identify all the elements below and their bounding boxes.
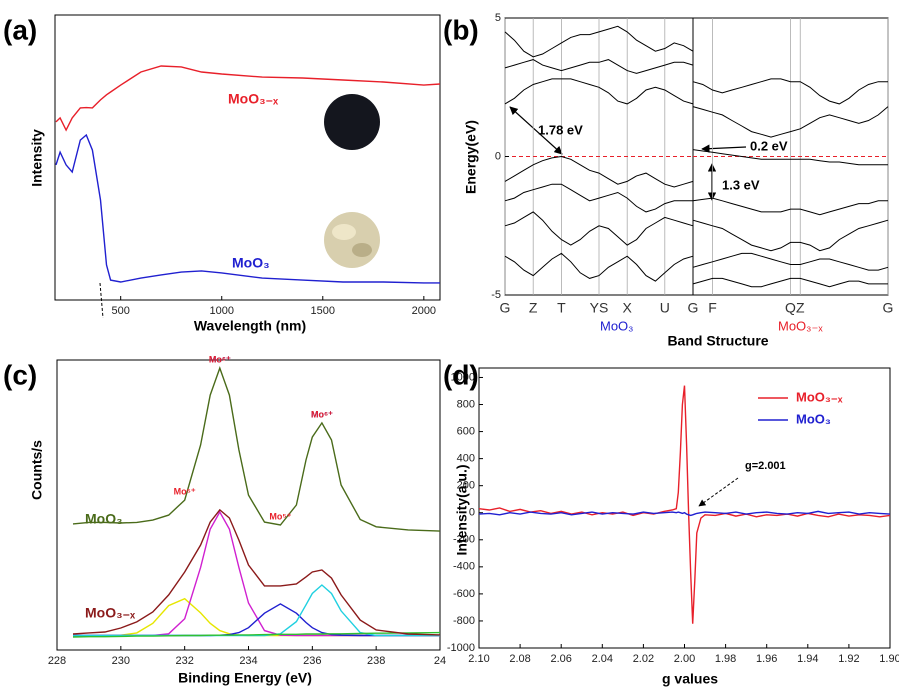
photo-texture	[332, 224, 356, 240]
series-label: MoO₃	[85, 511, 123, 527]
x-tick-label: 1000	[209, 305, 233, 317]
x-tick-label: 230	[112, 655, 130, 667]
x-tick-label: 2.06	[550, 653, 571, 665]
peak-label: Mo⁶⁺	[311, 409, 333, 419]
legend-label: MoO₃₋ₓ	[796, 389, 843, 404]
y-axis-label: Energy(eV)	[463, 120, 479, 194]
x-tick-label: G	[883, 300, 894, 316]
x-tick-label: 2.10	[468, 653, 489, 665]
x-tick-label: 232	[175, 655, 193, 667]
peak-label: Mo⁵⁺	[269, 511, 291, 521]
x-axis-label: Wavelength (nm)	[194, 318, 306, 334]
y-tick-label: 0	[469, 507, 475, 519]
x-tick-label: 1.98	[715, 653, 736, 665]
x-tick-label: 236	[303, 655, 321, 667]
x-tick-label: Z	[796, 300, 805, 316]
x-tick-label: 234	[239, 655, 257, 667]
annotation: 1.3 eV	[722, 177, 760, 192]
page: {"chart_data": [ {"type": "line", "panel…	[0, 0, 899, 689]
x-tick-label: 2.04	[592, 653, 613, 665]
sample-photo-dark	[324, 94, 380, 150]
y-tick-label: -400	[453, 561, 475, 573]
x-tick-label: 1.94	[797, 653, 818, 665]
y-tick-label: -600	[453, 588, 475, 600]
series-label: MoO₃₋ₓ	[85, 605, 136, 621]
x-tick-label: 2.08	[509, 653, 530, 665]
series-label: MoO₃₋ₓ	[228, 91, 279, 107]
x-tick-label: X	[623, 300, 633, 316]
subtitle: MoO₃₋ₓ	[778, 318, 823, 333]
x-tick-label: 500	[112, 305, 130, 317]
y-tick-label: 600	[457, 425, 475, 437]
x-tick-label: G	[500, 300, 511, 316]
panel-label: (b)	[443, 14, 479, 45]
annotation: 0.2 eV	[750, 138, 788, 153]
x-tick-label: 1.92	[838, 653, 859, 665]
y-tick-label: -1000	[447, 642, 475, 654]
x-tick-label: 1.96	[756, 653, 777, 665]
x-tick-label: 2.00	[674, 653, 695, 665]
x-tick-label: G	[688, 300, 699, 316]
x-tick-label: T	[557, 300, 566, 316]
photo-texture	[352, 243, 372, 257]
x-tick-label: 1.90	[879, 653, 899, 665]
x-axis-label: Binding Energy (eV)	[178, 670, 312, 686]
peak-label: Mo⁵⁺	[174, 486, 196, 496]
panel-label: (a)	[3, 14, 37, 45]
x-tick-label: 2000	[412, 305, 436, 317]
x-tick-label: 2.02	[633, 653, 654, 665]
y-tick-label: -800	[453, 615, 475, 627]
panel-label: (d)	[443, 359, 479, 390]
x-tick-label: YS	[590, 300, 609, 316]
x-tick-label: 1500	[311, 305, 335, 317]
x-tick-label: 238	[367, 655, 385, 667]
annotation: 1.78 eV	[538, 122, 583, 137]
panel-label: (c)	[3, 359, 37, 390]
legend-label: MoO₃	[796, 411, 831, 426]
subtitle: MoO₃	[600, 318, 633, 333]
y-tick-label: 400	[457, 453, 475, 465]
peak-label: Mo⁶⁺	[209, 354, 231, 364]
x-tick-label: F	[708, 300, 717, 316]
x-tick-label: Q	[785, 300, 796, 316]
y-tick-label: 800	[457, 398, 475, 410]
sample-photo-light	[324, 212, 380, 268]
y-axis-label: Intensity	[29, 129, 45, 187]
x-tick-label: Z	[529, 300, 538, 316]
x-axis-label: g values	[662, 671, 718, 687]
x-tick-label: 228	[48, 655, 66, 667]
y-tick-label: 0	[495, 150, 501, 162]
y-axis-label: Counts/s	[29, 440, 45, 500]
series-label: MoO₃	[232, 255, 270, 271]
figure: 500100015002000MoO₃₋ₓMoO₃(a)Wavelength (…	[0, 0, 899, 689]
y-tick-label: 5	[495, 12, 501, 24]
x-axis-label: Band Structure	[667, 333, 768, 349]
y-axis-label: Intensity(a.u.)	[454, 464, 470, 555]
x-tick-label: U	[660, 300, 670, 316]
x-tick-label: 24	[434, 655, 446, 667]
annotation: g=2.001	[745, 460, 786, 472]
y-tick-label: -5	[491, 289, 501, 301]
